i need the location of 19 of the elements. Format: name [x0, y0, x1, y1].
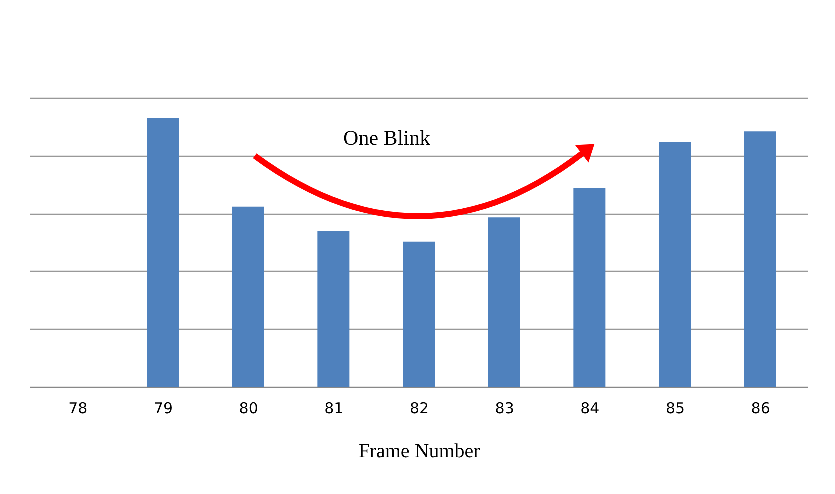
bar — [403, 242, 435, 387]
bar — [147, 118, 179, 387]
bar — [318, 231, 350, 387]
x-tick-label: 85 — [666, 400, 686, 418]
bar — [659, 142, 691, 387]
x-axis-title: Frame Number — [358, 440, 481, 462]
bar — [232, 206, 264, 387]
x-tick-label: 84 — [580, 400, 600, 418]
x-tick-label: 83 — [495, 400, 514, 418]
bar — [488, 218, 520, 387]
annotation: One Blink — [344, 126, 431, 150]
x-tick-label: 82 — [410, 400, 430, 418]
x-tick-label: 81 — [324, 400, 344, 418]
bar — [744, 132, 776, 387]
x-tick-label: 86 — [751, 400, 770, 418]
x-tick-label: 79 — [154, 400, 174, 418]
bar — [574, 188, 606, 387]
x-tick-label: 78 — [68, 400, 88, 418]
x-tick-label: 80 — [239, 400, 258, 418]
